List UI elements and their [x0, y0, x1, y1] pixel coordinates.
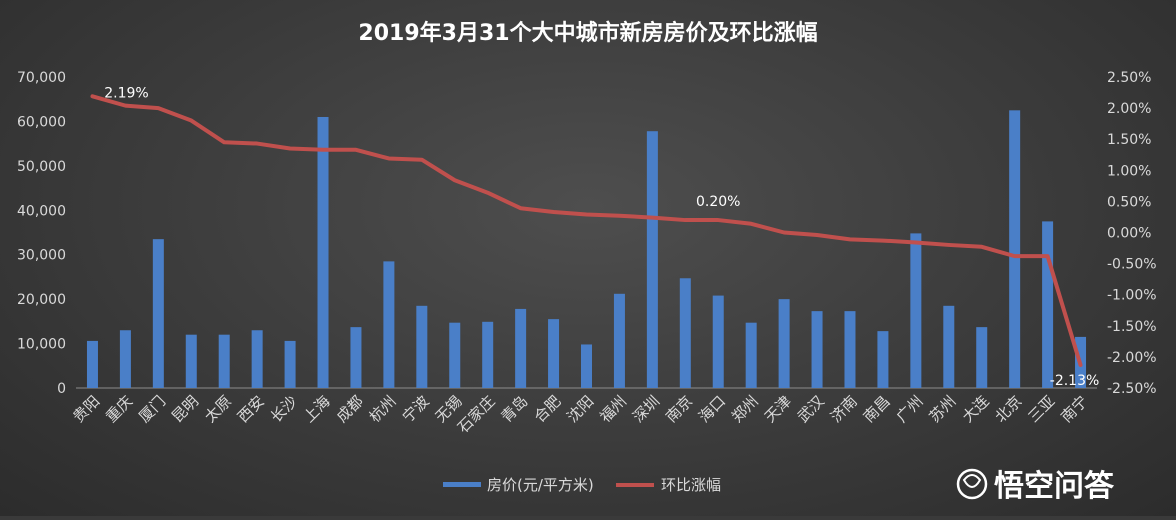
x-tick-label: 天津	[761, 392, 795, 426]
bar	[218, 334, 230, 388]
x-tick-label: 厦门	[135, 392, 169, 426]
x-tick-label: 深圳	[629, 392, 663, 426]
bar	[251, 330, 263, 388]
data-label: 2.19%	[104, 85, 148, 101]
x-tick-label: 武汉	[794, 392, 828, 426]
x-tick-label: 宁波	[399, 392, 433, 426]
chart-title: 2019年3月31个大中城市新房房价及环比涨幅	[358, 20, 817, 46]
y-right-tick-label: 2.50%	[1107, 70, 1151, 86]
y-left-tick-label: 50,000	[17, 159, 66, 175]
bar	[317, 116, 329, 388]
x-tick-label: 南昌	[860, 392, 894, 426]
legend-swatch-bar	[443, 482, 481, 487]
bar	[185, 334, 197, 388]
bar	[515, 308, 527, 388]
bar	[1009, 110, 1021, 389]
x-tick-label: 上海	[300, 392, 334, 426]
x-tick-label: 成都	[333, 392, 367, 426]
y-right-tick-label: -0.50%	[1107, 257, 1157, 273]
y-right-tick-label: 1.00%	[1107, 163, 1151, 179]
bar	[284, 340, 296, 388]
watermark-circle	[956, 468, 988, 500]
bar	[613, 293, 625, 388]
bar	[844, 311, 856, 388]
bar	[976, 327, 988, 388]
watermark-logo-icon	[956, 468, 988, 500]
bar	[811, 311, 823, 388]
x-tick-label: 石家庄	[454, 392, 499, 437]
y-right-tick-label: 0.00%	[1107, 226, 1151, 242]
x-tick-label: 长沙	[267, 392, 301, 426]
bar	[910, 233, 922, 388]
bar	[646, 131, 658, 388]
watermark-mark	[962, 474, 982, 488]
bar	[86, 340, 98, 388]
bar	[1042, 221, 1054, 388]
y-left-tick-label: 10,000	[17, 337, 66, 353]
x-tick-label: 沈阳	[563, 392, 597, 426]
x-tick-label: 北京	[992, 392, 1026, 426]
bar	[943, 305, 955, 388]
x-tick-label: 三亚	[1024, 392, 1058, 426]
x-tick-label: 济南	[827, 392, 861, 426]
bar	[877, 331, 889, 388]
data-label: -2.13%	[1050, 373, 1100, 389]
x-tick-label: 西安	[234, 392, 268, 426]
bar	[119, 330, 131, 388]
y-right-tick-label: -2.00%	[1107, 350, 1157, 366]
y-right-tick-label: -1.00%	[1107, 288, 1157, 304]
bar	[581, 344, 592, 388]
line-series	[90, 94, 1083, 367]
bar	[712, 295, 724, 388]
bar	[548, 319, 560, 388]
x-tick-label: 杭州	[366, 392, 400, 426]
y-left-tick-label: 40,000	[17, 203, 66, 219]
bar	[350, 327, 362, 388]
x-tick-label: 青岛	[498, 392, 532, 426]
bar	[152, 239, 164, 388]
x-tick-label: 福州	[596, 392, 630, 426]
bar	[778, 299, 790, 388]
y-right-tick-label: 0.50%	[1107, 194, 1151, 210]
y-right-tick-label: 2.00%	[1107, 101, 1151, 117]
x-tick-label: 海口	[695, 392, 729, 426]
y-left-tick-label: 0	[57, 381, 66, 397]
x-tick-label: 大连	[959, 392, 993, 426]
y-right-tick-label: -2.50%	[1107, 381, 1157, 397]
x-tick-label: 郑州	[728, 392, 762, 426]
y-left-tick-label: 20,000	[17, 292, 66, 308]
bar	[745, 322, 757, 388]
y-left-tick-label: 30,000	[17, 248, 66, 264]
y-right-tick-label: 1.50%	[1107, 132, 1151, 148]
data-label: 0.20%	[696, 194, 740, 210]
bar	[383, 261, 395, 388]
x-tick-label: 广州	[893, 392, 927, 426]
legend-label-bar: 房价(元/平方米)	[487, 476, 594, 494]
y-left-tick-label: 70,000	[17, 70, 66, 86]
x-tick-label: 贵阳	[69, 392, 103, 426]
legend-label-line: 环比涨幅	[661, 476, 721, 494]
x-tick-label: 昆明	[168, 392, 202, 426]
y-right-tick-label: -1.50%	[1107, 319, 1157, 335]
x-tick-label: 重庆	[102, 392, 136, 426]
bar	[482, 321, 494, 388]
x-tick-label: 苏州	[926, 392, 960, 426]
watermark-text: 悟空问答	[994, 469, 1115, 504]
x-tick-label: 南京	[662, 392, 696, 426]
x-tick-label: 合肥	[530, 392, 564, 426]
y-left-tick-label: 60,000	[17, 114, 66, 130]
bar	[416, 305, 428, 388]
bar	[679, 278, 691, 388]
bar	[449, 322, 461, 388]
x-tick-label: 太原	[201, 392, 235, 426]
x-tick-label: 南宁	[1057, 392, 1091, 426]
